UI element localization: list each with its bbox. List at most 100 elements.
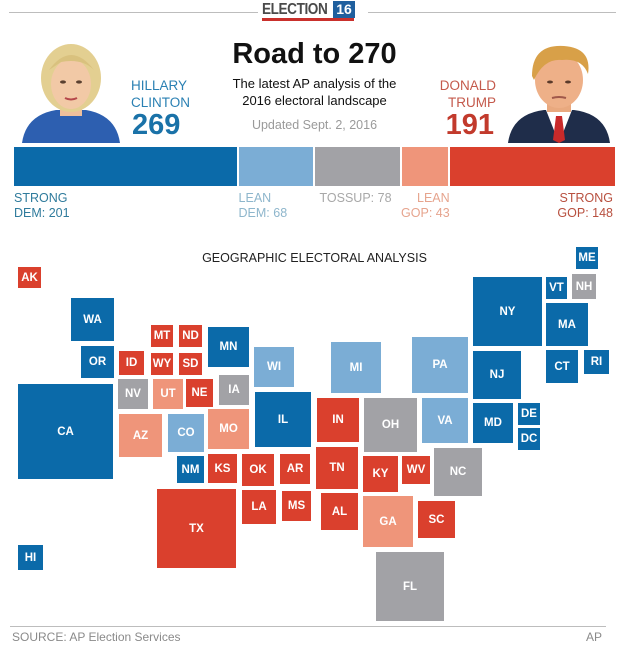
page-title: Road to 270 [232,38,397,70]
bar-label-strong-dem: STRONG DEM: 201 [14,191,70,221]
state-ar: AR [280,454,310,484]
state-label: AK [21,271,38,284]
state-ny: NY [473,277,542,346]
state-label: DE [521,408,537,420]
state-ga: GA [363,496,413,547]
bar-segment-lean-gop [401,147,449,186]
state-label: KY [372,468,389,480]
state-tx: TX [157,489,236,568]
header-rule-right [368,12,616,13]
state-az: AZ [119,414,162,457]
state-nv: NV [118,379,148,409]
state-label: MD [484,417,502,429]
state-label: IN [332,414,344,426]
footer-rule [10,626,606,627]
state-va: VA [422,398,468,443]
state-hi: HI [18,545,43,570]
state-label: OH [381,419,400,431]
state-dc: DC [518,428,540,450]
state-label: AR [286,463,304,475]
state-oh: OH [364,398,417,452]
trump-electoral-votes: 191 [445,109,494,141]
state-label: AL [331,505,348,518]
state-wi: WI [254,347,294,387]
state-label: UT [160,388,176,400]
header-rule-left [9,12,258,13]
state-label: ME [578,252,596,264]
state-label: CT [554,360,570,373]
state-nh: NH [572,274,596,299]
state-label: HI [24,551,37,564]
bar-label-line: LEAN [417,191,450,205]
state-label: CO [177,427,195,439]
bar-label-line: STRONG [14,191,68,205]
state-label: ID [125,357,138,369]
state-label: MN [219,341,238,353]
state-label: DC [520,433,538,445]
map-heading: GEOGRAPHIC ELECTORAL ANALYSIS [202,251,427,265]
state-in: IN [317,398,359,442]
state-wa: WA [71,298,114,341]
state-label: NM [181,463,200,476]
state-label: LA [251,501,267,513]
bar-label-lean-dem: LEAN DEM: 68 [239,191,288,221]
trump-last-name: TRUMP [448,95,496,110]
state-nd: ND [179,325,202,347]
state-tn: TN [316,447,358,489]
state-ok: OK [242,454,274,486]
state-de: DE [518,403,540,425]
state-co: CO [168,414,204,452]
state-label: NH [575,280,593,293]
state-nm: NM [177,456,204,483]
state-mo: MO [208,409,249,449]
election-logo-underline [262,18,354,21]
trump-first-name: DONALD [439,78,496,93]
state-label: MS [287,500,306,512]
state-label: SC [428,513,445,526]
bar-label-line: GOP: 43 [401,206,450,220]
state-label: MA [558,318,576,331]
state-ks: KS [208,454,237,483]
state-md: MD [473,403,513,443]
state-la: LA [242,490,276,524]
bar-label-line: DEM: 201 [14,206,70,220]
state-label: FL [402,580,418,593]
state-ne: NE [186,379,213,407]
state-sc: SC [418,501,455,538]
state-label: NE [191,387,208,399]
state-mn: MN [208,327,249,367]
bar-label-tossup: TOSSUP: 78 [320,191,392,206]
bar-label-strong-gop: STRONG GOP: 148 [557,191,613,221]
state-il: IL [255,392,311,447]
state-label: GA [379,515,397,528]
state-label: NY [499,305,516,318]
bar-label-line: DEM: 68 [238,206,288,220]
bar-label-line: STRONG [559,191,613,205]
state-label: VT [549,282,564,294]
state-ia: IA [219,375,249,405]
state-label: IA [228,384,240,396]
source-note: SOURCE: AP Election Services [12,630,181,644]
state-or: OR [81,346,114,378]
subtitle-line-1: The latest AP analysis of the [232,76,397,91]
state-label: TN [329,462,345,474]
state-ca: CA [18,384,113,479]
state-nc: NC [434,448,482,496]
state-label: IL [277,413,289,426]
credit: AP [586,630,603,644]
state-label: TX [189,522,204,535]
trump-portrait-icon [508,45,610,143]
state-label: PA [432,359,448,371]
subtitle-line-2: 2016 electoral landscape [242,93,387,108]
bar-label-line: LEAN [238,191,272,205]
state-label: SD [182,358,199,370]
state-label: AZ [132,429,149,442]
state-label: RI [590,356,603,368]
state-sd: SD [179,353,202,375]
clinton-electoral-votes: 269 [132,109,181,141]
state-label: WV [406,464,426,476]
state-label: MO [219,423,238,435]
state-label: OR [88,356,107,368]
state-label: NC [449,466,467,478]
